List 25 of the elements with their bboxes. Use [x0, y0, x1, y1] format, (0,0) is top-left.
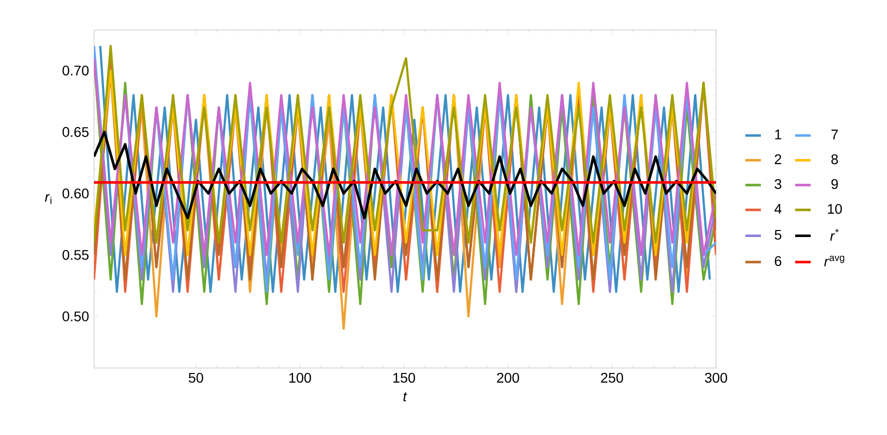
y-tick-label: 0.70: [62, 66, 89, 76]
x-tick-label: 100: [289, 372, 312, 383]
legend-label: 4: [774, 204, 782, 214]
legend-label: 3: [774, 179, 782, 190]
y-tick-label: 0.60: [62, 188, 89, 198]
legend-label: 8: [831, 154, 838, 164]
x-axis-title: t: [403, 392, 408, 402]
x-tick-label: 200: [497, 372, 520, 383]
legend-label: 6: [774, 256, 782, 266]
legend-label: r$^{*}$: [830, 228, 839, 241]
x-tick-label: 250: [601, 372, 624, 383]
x-tick-label: 50: [188, 372, 204, 383]
y-tick-label: 0.50: [62, 311, 89, 322]
legend-label: 1: [775, 130, 782, 140]
legend-label: 5: [774, 230, 782, 240]
legend-label: 9: [831, 179, 838, 190]
x-tick-label: 300: [704, 372, 728, 383]
legend-label: 2: [774, 154, 782, 164]
y-tick-label: 0.55: [62, 250, 89, 260]
y-tick-label: 0.65: [62, 127, 89, 137]
legend-label: 7: [831, 130, 838, 140]
x-tick-label: 150: [393, 372, 416, 383]
y-axis-title: r$_{i}$: [44, 194, 52, 204]
legend-label: r$^{avg}$: [824, 256, 844, 266]
legend-label: 10: [828, 204, 842, 214]
